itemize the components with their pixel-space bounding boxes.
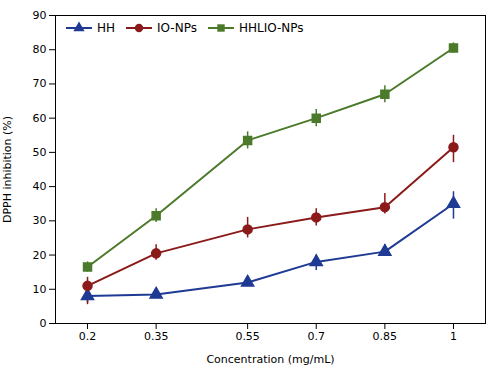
svg-text:DPPH inhibition (%): DPPH inhibition (%) — [1, 116, 14, 223]
svg-text:0.2: 0.2 — [79, 330, 97, 343]
svg-text:60: 60 — [33, 112, 47, 125]
svg-text:50: 50 — [33, 146, 47, 159]
svg-text:90: 90 — [33, 9, 47, 22]
svg-text:0: 0 — [40, 317, 47, 330]
svg-text:Concentration (mg/mL): Concentration (mg/mL) — [206, 353, 334, 366]
svg-text:70: 70 — [33, 77, 47, 90]
html-text:HH: HH — [97, 21, 115, 35]
svg-text:0.35: 0.35 — [144, 330, 169, 343]
svg-text:80: 80 — [33, 43, 47, 56]
svg-text:1: 1 — [450, 330, 457, 343]
svg-text:30: 30 — [33, 214, 47, 227]
html-text:HHLIO-NPs: HHLIO-NPs — [239, 21, 304, 35]
svg-text:0.7: 0.7 — [307, 330, 325, 343]
svg-text:0.55: 0.55 — [235, 330, 260, 343]
svg-text:40: 40 — [33, 180, 47, 193]
svg-text:20: 20 — [33, 249, 47, 262]
svg-text:10: 10 — [33, 283, 47, 296]
html-text:IO-NPs: IO-NPs — [157, 21, 197, 35]
svg-text:0.85: 0.85 — [373, 330, 398, 343]
